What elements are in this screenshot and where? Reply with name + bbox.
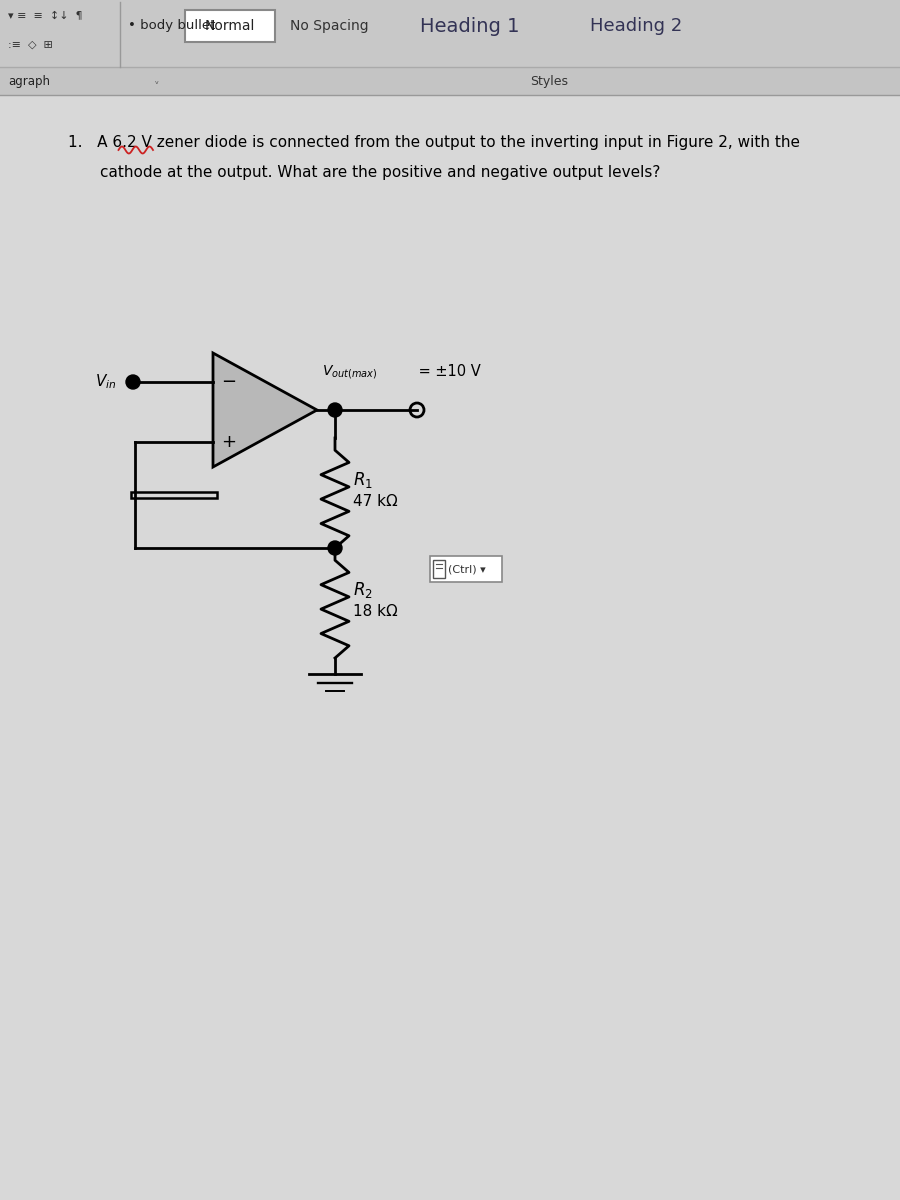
Text: :≡  ◇  ⊞: :≡ ◇ ⊞ <box>8 40 53 50</box>
Text: Heading 2: Heading 2 <box>590 17 682 35</box>
Text: Styles: Styles <box>530 74 568 88</box>
Text: $V_{in}$: $V_{in}$ <box>95 373 116 391</box>
Text: No Spacing: No Spacing <box>290 19 369 32</box>
Text: ᵥ: ᵥ <box>155 76 159 86</box>
Bar <box>0 67 900 95</box>
Text: $V_{out(max)}$: $V_{out(max)}$ <box>322 362 377 382</box>
Text: 47 kΩ: 47 kΩ <box>353 494 398 509</box>
Circle shape <box>126 374 140 389</box>
Text: +: + <box>221 433 236 451</box>
Bar <box>433 560 445 578</box>
Text: = ±10 V: = ±10 V <box>414 365 481 379</box>
Circle shape <box>328 541 342 554</box>
Bar <box>185 10 275 42</box>
Text: cathode at the output. What are the positive and negative output levels?: cathode at the output. What are the posi… <box>100 164 661 180</box>
Bar <box>131 492 217 498</box>
Text: • body bullet: • body bullet <box>128 18 215 31</box>
Circle shape <box>328 403 342 416</box>
Bar <box>430 556 502 582</box>
Text: ▾ ≡  ≡  ↕↓  ¶: ▾ ≡ ≡ ↕↓ ¶ <box>8 10 83 20</box>
Text: (Ctrl) ▾: (Ctrl) ▾ <box>448 564 486 574</box>
Text: Normal: Normal <box>205 19 256 32</box>
Text: $R_2$: $R_2$ <box>353 580 373 600</box>
Text: −: − <box>221 373 236 391</box>
Text: Heading 1: Heading 1 <box>420 17 519 36</box>
Text: 1.   A 6.2 V zener diode is connected from the output to the inverting input in : 1. A 6.2 V zener diode is connected from… <box>68 134 800 150</box>
Text: agraph: agraph <box>8 74 50 88</box>
Text: 18 kΩ: 18 kΩ <box>353 605 398 619</box>
Polygon shape <box>213 353 317 467</box>
Text: $R_1$: $R_1$ <box>353 469 373 490</box>
Bar <box>0 0 900 70</box>
